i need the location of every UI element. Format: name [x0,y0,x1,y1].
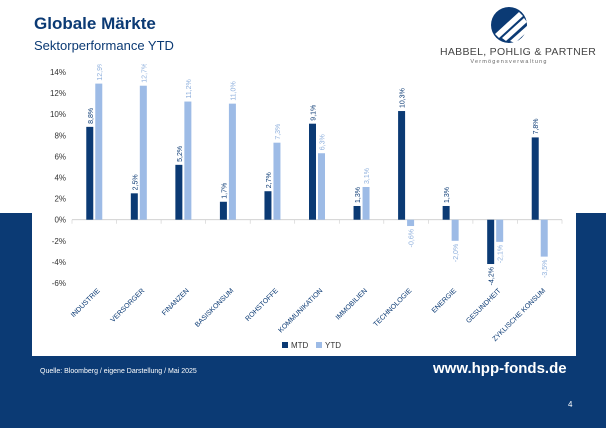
y-tick-label: 12% [50,89,66,98]
y-tick-label: 2% [54,195,66,204]
bar-ytd [184,101,192,220]
category-label: IMMOBILIEN [335,287,369,321]
bar-mtd [219,201,227,220]
data-label-ytd: 7,3% [275,124,282,140]
data-label-mtd: 10,3% [400,88,407,108]
category-label: INDUSTRIE [70,287,102,319]
data-label-ytd: -0,6% [409,229,416,247]
y-tick-label: -4% [52,258,66,267]
data-label-mtd: 7,8% [533,118,540,134]
page-subtitle: Sektorperformance YTD [34,38,174,53]
category-label: ROHSTOFFE [244,287,280,323]
category-label: GESUNDHEIT [465,287,503,325]
data-label-ytd: 12,7% [141,64,148,83]
legend-swatch-mtd [282,342,288,348]
source-note: Quelle: Bloomberg / eigene Darstellung /… [40,368,197,375]
category-label: FINANZEN [161,287,191,317]
bar-ytd [451,219,459,241]
data-label-mtd: -4,2% [489,267,496,285]
data-label-mtd: 9,1% [311,105,318,121]
y-tick-label: 0% [54,216,66,225]
bar-ytd [139,85,147,220]
bar-mtd [309,123,316,220]
bar-ytd [228,103,236,220]
bar-ytd [407,219,415,227]
sector-performance-chart: -6% -4% -2% 0% 2% 4% 6% 8% 10% 12% 14% 8,8% 12,9% IND… [50,61,563,350]
data-label-ytd: 3,1% [364,168,371,184]
bar-ytd [540,219,548,257]
bar-ytd [273,142,281,220]
category-label: KOMMUNIKATION [277,287,324,334]
category-label: BASISKONSUM [194,287,235,328]
bar-mtd [442,205,450,220]
y-tick-label: 10% [50,110,66,119]
hpp-emblem-icon [491,7,529,43]
data-label-mtd: 2,7% [266,172,273,188]
y-tick-label: -6% [52,279,66,288]
legend-label-mtd: MTD [291,341,309,350]
page-number: 4 [568,400,573,409]
website-url[interactable]: www.hpp-fonds.de [433,360,567,377]
category-label: TECHNOLOGIE [373,287,414,328]
legend-label-ytd: YTD [325,341,341,350]
data-label-ytd: -2,0% [453,244,460,262]
data-label-mtd: 8,8% [88,108,95,124]
data-label-ytd: 11,2% [186,79,193,98]
y-tick-label: -2% [52,237,66,246]
y-tick-label: 8% [54,131,66,140]
data-label-mtd: 1,3% [355,187,362,203]
page-title: Globale Märkte [34,14,156,33]
bar-mtd [86,126,94,220]
data-label-mtd: 5,2% [177,146,184,162]
bar-mtd [264,191,272,220]
logo-company-name: HABBEL, POHLIG & PARTNER [440,46,597,58]
category-label: VERSORGER [110,287,147,324]
company-logo: HABBEL, POHLIG & PARTNER Vermögensverwal… [440,6,597,66]
bar-mtd [398,111,406,220]
chart-area: -6% -4% -2% 0% 2% 4% 6% 8% 10% 12% 14% 8,8% 12,9% IND… [32,61,576,356]
data-label-mtd: 1,3% [444,187,451,203]
bar-mtd [353,205,361,220]
data-label-ytd: -2,1% [498,245,505,263]
category-label: ENERGIE [431,287,458,314]
data-label-mtd: 2,5% [132,174,139,190]
y-tick-label: 14% [50,68,66,77]
bar-mtd [531,137,539,220]
logo-tagline: Vermögensverwaltung [470,59,548,65]
bar-ytd [95,83,103,220]
y-tick-label: 6% [54,152,66,161]
bar-mtd [487,219,495,265]
data-label-ytd: 11,0% [230,81,237,100]
data-label-ytd: -3,5% [542,260,549,278]
category-label: ZYKLISCHE KONSUM [492,287,548,343]
y-tick-label: 4% [54,174,66,183]
bar-mtd [130,193,138,220]
bar-ytd [362,186,370,220]
data-label-ytd: 6,3% [320,134,327,150]
data-label-mtd: 1,7% [221,183,228,199]
bar-ytd [496,219,504,242]
bar-ytd [318,153,325,220]
legend-swatch-ytd [316,342,322,348]
data-label-ytd: 12,9% [97,64,104,81]
bar-mtd [175,164,183,220]
